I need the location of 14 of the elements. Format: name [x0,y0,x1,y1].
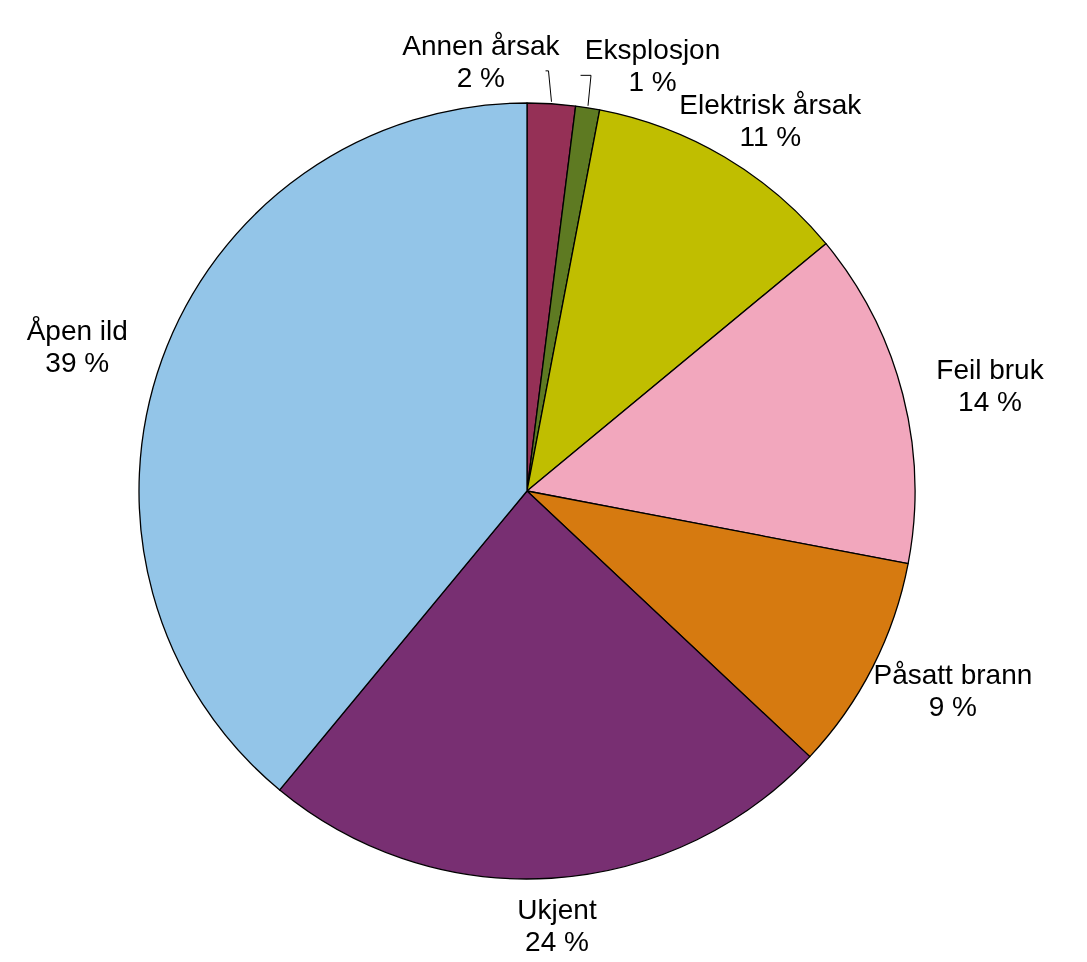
data-label: 1 % [628,66,677,98]
slice-label: Åpen ild [26,315,128,347]
data-label: 11 % [739,121,802,153]
data-label: 39 % [45,347,110,379]
slice-label: Ukjent [517,894,597,926]
data-label: 14 % [958,386,1022,418]
slice-label: Elektrisk årsak [679,89,863,121]
data-label: 24 % [525,926,589,958]
data-label: 9 % [928,690,978,722]
slice-label: Annen årsak [402,29,561,61]
slice-label: Eksplosjon [584,34,721,66]
data-label: 2 % [456,61,505,93]
slice-label: Påsatt brann [873,658,1033,690]
slice-label: Feil bruk [936,354,1045,386]
